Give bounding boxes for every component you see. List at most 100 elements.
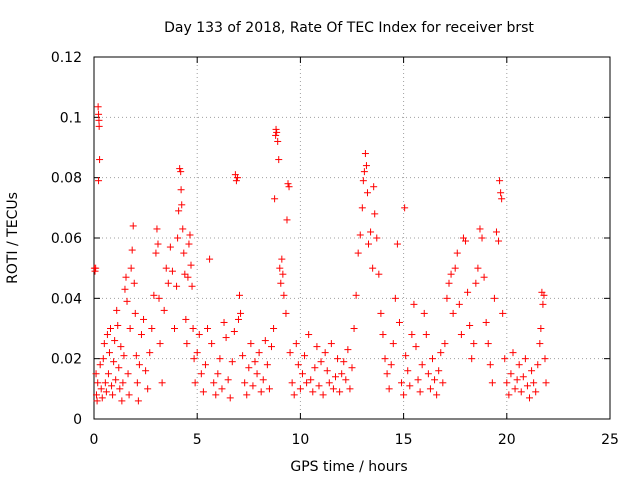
data-point [120, 352, 128, 360]
x-tick-label: 5 [193, 432, 202, 448]
data-point [181, 270, 189, 278]
data-point [464, 288, 472, 296]
data-point [492, 228, 500, 236]
data-point [435, 367, 443, 375]
data-point [114, 321, 122, 329]
data-point [488, 379, 496, 387]
data-point [401, 204, 409, 212]
data-point [294, 361, 302, 369]
y-tick-label: 0.08 [51, 171, 82, 187]
data-point [272, 131, 280, 139]
data-point [108, 382, 116, 390]
data-point [393, 240, 401, 248]
data-point [112, 376, 120, 384]
data-point [273, 128, 281, 136]
data-point [313, 343, 321, 351]
data-point [414, 376, 422, 384]
data-point [280, 291, 288, 299]
y-tick-label: 0.1 [60, 110, 82, 126]
data-point [98, 394, 106, 402]
data-point [276, 264, 284, 272]
data-point [462, 237, 470, 245]
data-point [367, 228, 375, 236]
data-point [126, 325, 134, 332]
data-point [484, 340, 492, 348]
data-point [95, 177, 103, 185]
data-point [342, 376, 350, 384]
data-point [156, 340, 164, 348]
data-point [210, 379, 218, 387]
data-point [95, 116, 103, 124]
data-point [132, 352, 140, 360]
data-point [470, 340, 478, 348]
data-point [360, 168, 368, 176]
data-point [307, 376, 315, 384]
data-point [199, 388, 207, 396]
data-point [441, 340, 449, 348]
data-point [466, 321, 474, 329]
data-point [234, 315, 242, 323]
data-point [532, 388, 540, 396]
data-point [340, 358, 348, 366]
data-point [296, 385, 304, 393]
data-point [398, 379, 406, 387]
data-point [305, 331, 313, 339]
data-point [286, 349, 294, 357]
data-point [354, 249, 362, 257]
data-point [259, 376, 267, 384]
y-axis-label: ROTI / TECUs [5, 192, 21, 284]
data-point [402, 352, 410, 360]
data-point [278, 255, 286, 263]
data-point [206, 255, 214, 263]
data-point [279, 270, 287, 278]
data-point [166, 243, 174, 251]
data-point [96, 156, 104, 164]
data-point [187, 261, 195, 269]
data-point [243, 391, 251, 399]
data-point [182, 315, 190, 323]
data-point [125, 391, 133, 399]
data-point [268, 343, 276, 351]
data-point [150, 291, 158, 299]
data-point [455, 300, 463, 308]
data-points [90, 103, 550, 405]
data-point [110, 358, 118, 366]
data-point [511, 385, 519, 393]
data-point [178, 201, 186, 209]
data-point [148, 325, 156, 332]
data-point [437, 349, 445, 357]
data-point [311, 364, 319, 372]
data-point [453, 249, 461, 257]
data-point [385, 385, 393, 393]
data-point [117, 343, 125, 351]
data-point [123, 297, 131, 305]
data-point [517, 388, 525, 396]
data-point [245, 364, 253, 372]
data-point [369, 264, 377, 272]
data-point [154, 240, 162, 248]
data-point [100, 340, 108, 348]
data-point [164, 279, 172, 287]
data-point [184, 273, 192, 281]
data-point [152, 249, 160, 257]
data-point [404, 367, 412, 375]
data-point [91, 267, 99, 275]
data-point [515, 361, 523, 369]
data-point [218, 385, 226, 393]
data-point [271, 195, 279, 203]
data-point [113, 306, 121, 314]
data-point [443, 294, 451, 302]
data-point [528, 367, 536, 375]
data-point [226, 394, 234, 402]
data-point [486, 361, 494, 369]
data-point [371, 210, 379, 218]
data-point [323, 367, 331, 375]
data-point [282, 309, 290, 317]
data-point [179, 225, 187, 233]
data-point [375, 270, 383, 278]
data-point [99, 355, 107, 363]
data-point [298, 370, 306, 378]
data-point [433, 391, 441, 399]
data-point [534, 361, 542, 369]
